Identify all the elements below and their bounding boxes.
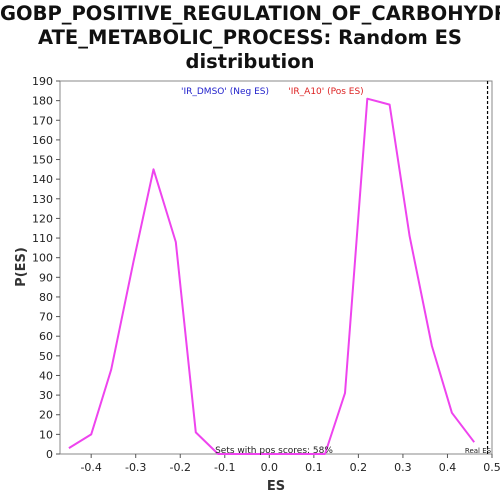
y-tick-label: 130 [32,193,53,206]
y-tick-label: 0 [46,448,53,461]
x-tick-label: 0.1 [305,461,323,474]
y-tick-label: 30 [39,389,53,402]
pos-scores-annotation: Sets with pos scores: 58% [215,446,333,456]
x-tick-label: -0.2 [170,461,191,474]
y-tick-label: 160 [32,134,53,147]
chart-title-line-3: distribution [185,50,315,73]
x-tick-label: 0.3 [394,461,412,474]
y-tick-label: 190 [32,75,53,88]
x-tick-label: 0.2 [350,461,368,474]
real-es-label: Real ES [465,447,492,455]
es-distribution-series-line [68,97,475,455]
y-tick-label: 10 [39,428,53,441]
x-tick-label: -0.3 [125,461,146,474]
chart-title: GOBP_POSITIVE_REGULATION_OF_CARBOHYDR AT… [0,2,500,74]
y-tick-label: 20 [39,409,53,422]
x-tick-label: 0.0 [261,461,279,474]
x-tick-label: -0.4 [80,461,101,474]
y-tick-label: 140 [32,173,53,186]
x-tick-label: 0.5 [483,461,500,474]
x-tick-label: 0.4 [439,461,457,474]
y-tick-label: 110 [32,232,53,245]
y-tick-label: 150 [32,154,53,167]
y-tick-label: 120 [32,212,53,225]
y-tick-label: 80 [39,291,53,304]
y-tick-label: 180 [32,95,53,108]
y-tick-label: 60 [39,330,53,343]
y-tick-label: 50 [39,350,53,363]
y-tick-label: 40 [39,369,53,382]
y-axis: 0 10 20 30 40 50 60 70 80 90 100 110 120 130 140 150 160… [32,75,60,461]
y-tick-label: 70 [39,311,53,324]
chart-title-line-2: ATE_METABOLIC_PROCESS: Random ES [38,26,462,49]
x-axis-label: ES [267,479,285,494]
y-tick-label: 170 [32,114,53,127]
legend-neg-es: 'IR_DMSO' (Neg ES) [181,87,269,97]
plot-area [59,80,493,455]
chart-title-line-1: GOBP_POSITIVE_REGULATION_OF_CARBOHYDR [0,2,500,25]
legend-pos-es: 'IR_A10' (Pos ES) [288,87,363,97]
y-tick-label: 100 [32,252,53,265]
y-tick-label: 90 [39,271,53,284]
y-axis-label: P(ES) [14,247,29,287]
x-axis: -0.4 -0.3 -0.2 -0.1 0.0 0.1 0.2 0.3 0.4 0.5 [80,454,500,474]
x-tick-label: -0.1 [214,461,235,474]
